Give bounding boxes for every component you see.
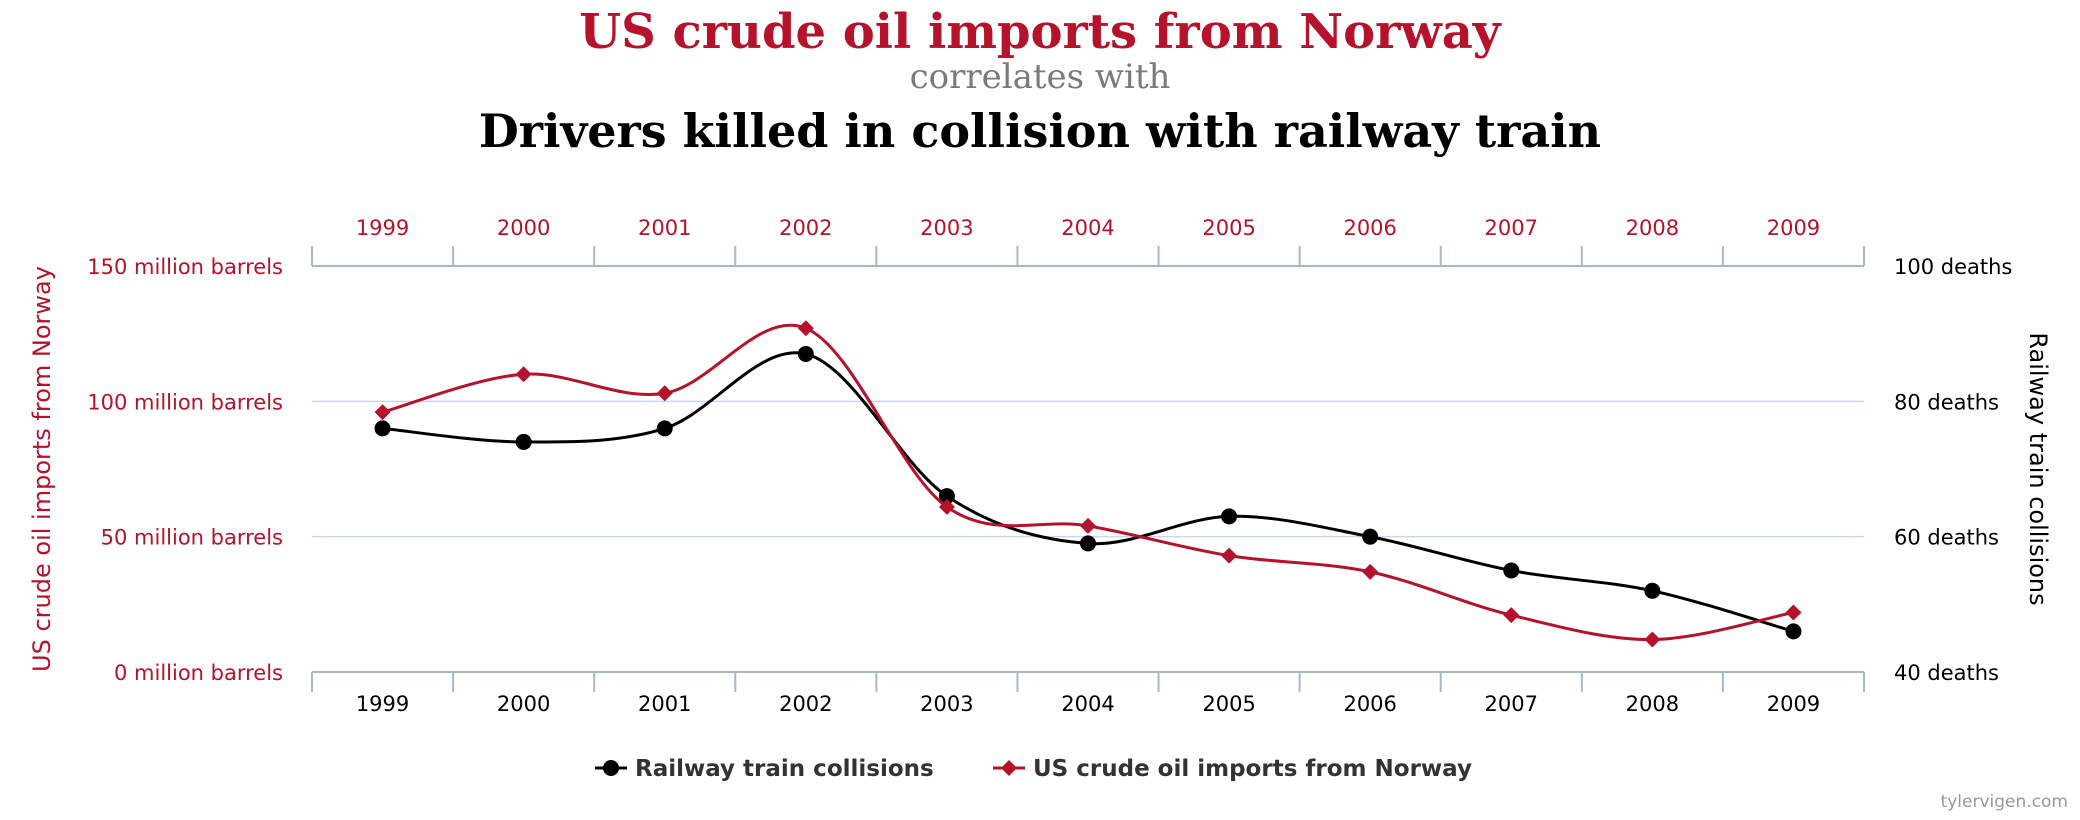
legend-oil-imports-marker[interactable] [1001,760,1017,776]
oil-imports-point [1080,517,1096,534]
top-x-tick-label: 2000 [497,216,550,240]
top-x-tick-label: 1999 [356,216,409,240]
top-x-tick-label: 2005 [1202,216,1255,240]
top-x-tick-label: 2003 [920,216,973,240]
oil-imports-series-line [382,323,1794,642]
railway-collisions-series-line [382,351,1794,633]
right-y-tick-label: 80 deaths [1894,390,1999,414]
right-axis-title: Railway train collisions [2024,332,2052,605]
bottom-x-tick-label: 2006 [1343,692,1396,716]
chart-title-connector: correlates with [909,57,1171,97]
top-x-tick-label: 2004 [1061,216,1114,240]
railway-collisions-point [1503,562,1520,579]
legend-railway-collisions-marker[interactable] [603,760,619,776]
left-y-tick-label: 50 million barrels [101,526,283,550]
railway-collisions-point [1221,508,1238,525]
railway-collisions-point [1644,582,1661,599]
chart-title-secondary: Drivers killed in collision with railway… [478,104,1602,158]
oil-imports-point [1221,547,1238,564]
railway-collisions-point [938,488,955,505]
bottom-x-tick-label: 2007 [1485,692,1538,716]
oil-imports-point [1362,563,1379,580]
oil-imports-point [797,320,814,337]
bottom-x-tick-label: 2002 [779,692,832,716]
bottom-x-tick-label: 2005 [1202,692,1255,716]
oil-imports-point [1644,631,1661,648]
bottom-x-tick-label: 2001 [638,692,691,716]
top-x-tick-label: 2006 [1343,216,1396,240]
bottom-x-tick-label: 2003 [920,692,973,716]
oil-imports-point [515,366,532,383]
top-x-tick-label: 2001 [638,216,691,240]
railway-collisions-point [515,433,532,450]
bottom-x-tick-label: 2000 [497,692,550,716]
top-x-tick-label: 2002 [779,216,832,240]
right-y-tick-label: 100 deaths [1894,255,2012,279]
bottom-x-tick-label: 2009 [1767,692,1820,716]
bottom-x-tick-label: 2008 [1626,692,1679,716]
legend-oil-imports-label: US crude oil imports from Norway [1033,756,1472,782]
railway-collisions-point [1080,535,1096,552]
bottom-x-tick-label: 1999 [356,692,409,716]
oil-imports-point [938,498,955,515]
legend-railway-collisions-label: Railway train collisions [635,756,934,782]
railway-collisions-point [797,345,814,362]
railway-collisions-point [374,420,391,437]
credit-label: tylervigen.com [1940,792,2068,812]
top-x-tick-label: 2007 [1485,216,1538,240]
oil-imports-point [656,385,673,402]
railway-collisions-point [656,420,673,437]
chart-title-primary: US crude oil imports from Norway [579,4,1501,60]
railway-collisions-point [1362,528,1379,545]
left-axis-title: US crude oil imports from Norway [28,266,56,672]
left-y-tick-label: 150 million barrels [87,255,283,279]
oil-imports-point [1785,604,1802,621]
right-y-tick-label: 40 deaths [1894,661,1999,685]
railway-collisions-point [1785,623,1802,640]
bottom-x-tick-label: 2004 [1061,692,1114,716]
right-y-tick-label: 60 deaths [1894,526,1999,550]
oil-imports-point [1503,607,1520,624]
top-x-tick-label: 2009 [1767,216,1820,240]
left-y-tick-label: 0 million barrels [114,661,283,685]
oil-imports-point [374,404,391,421]
left-y-tick-label: 100 million barrels [87,390,283,414]
top-x-tick-label: 2008 [1626,216,1679,240]
